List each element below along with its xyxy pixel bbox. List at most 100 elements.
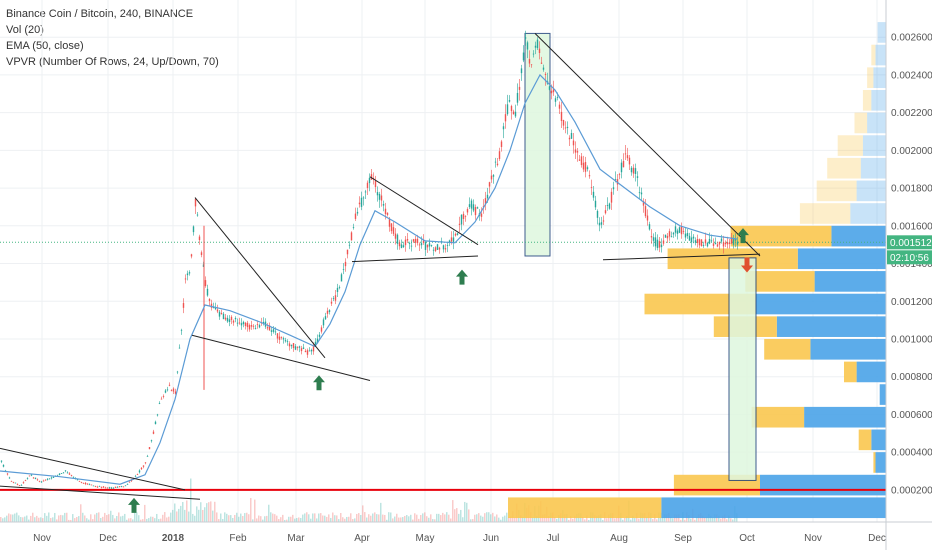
- volume-bar: [106, 515, 108, 522]
- volume-bar: [374, 512, 376, 522]
- candle-body: [298, 346, 301, 348]
- candle-body: [136, 474, 139, 475]
- vpvr-down-bar: [856, 180, 886, 202]
- volume-bar: [12, 514, 14, 522]
- x-tick-label: Oct: [739, 533, 755, 544]
- volume-bar: [482, 516, 484, 522]
- volume-bar: [288, 516, 290, 522]
- vpvr-down-bar: [879, 384, 886, 405]
- candle-body: [612, 187, 615, 190]
- volume-bar: [74, 518, 76, 522]
- volume-bar: [438, 513, 440, 522]
- volume-bar: [502, 516, 504, 522]
- candle-body: [566, 126, 569, 128]
- candle-body: [456, 233, 459, 236]
- candle-body: [660, 244, 663, 248]
- highlight-box: [728, 257, 757, 481]
- candle-body: [378, 193, 381, 200]
- candle-body: [332, 298, 335, 299]
- volume-bar: [488, 512, 490, 522]
- volume-bar: [504, 515, 506, 522]
- volume-bar: [408, 516, 410, 522]
- volume-bar: [90, 514, 92, 522]
- volume-bar: [314, 513, 316, 522]
- candle-body: [16, 483, 19, 485]
- candle-body: [310, 349, 313, 352]
- volume-bar: [340, 513, 342, 522]
- candle-body: [736, 241, 739, 245]
- volume-bar: [514, 517, 516, 522]
- volume-bar: [88, 519, 90, 522]
- candle-body: [206, 288, 209, 296]
- candle-body: [722, 242, 725, 247]
- volume-bar: [150, 516, 152, 522]
- volume-bar: [710, 515, 712, 522]
- vpvr-up-bar: [871, 44, 876, 66]
- volume-bar: [286, 519, 288, 522]
- candle-body: [636, 176, 639, 178]
- candle-body: [304, 350, 307, 353]
- volume-bar: [390, 512, 392, 522]
- volume-bar: [348, 516, 350, 522]
- volume-bar: [162, 514, 164, 522]
- volume-bar: [458, 513, 460, 522]
- candle-body: [454, 233, 457, 236]
- candle-body: [480, 213, 483, 217]
- trendline: [534, 33, 761, 257]
- volume-bar: [296, 518, 298, 522]
- candle-body: [568, 137, 571, 140]
- volume-bar: [422, 513, 424, 522]
- candle-body: [34, 477, 37, 479]
- volume-bar: [300, 517, 302, 522]
- candle-body: [82, 482, 85, 484]
- candle-body: [330, 301, 333, 304]
- volume-bar: [486, 512, 488, 522]
- candle-body: [542, 67, 545, 70]
- candle-body: [524, 37, 527, 39]
- vpvr-up-bar: [816, 180, 857, 202]
- volume-bar: [268, 504, 270, 522]
- vpvr-down-bar: [831, 225, 886, 247]
- candle-body: [48, 478, 51, 480]
- volume-bar: [248, 514, 250, 522]
- candle-body: [406, 238, 409, 241]
- candle-body: [732, 239, 735, 245]
- volume-bar: [726, 519, 728, 522]
- volume-bar: [252, 519, 254, 522]
- volume-bar: [22, 517, 24, 522]
- volume-bar: [480, 515, 482, 522]
- volume-bar: [646, 517, 648, 522]
- trendline: [191, 334, 371, 381]
- volume-bar: [122, 515, 124, 522]
- volume-bar: [250, 498, 252, 522]
- candle-body: [352, 227, 355, 228]
- candle-body: [108, 487, 111, 489]
- volume-bar: [384, 514, 386, 522]
- candle-body: [436, 244, 439, 250]
- arrow-up-icon: [128, 497, 140, 513]
- candle-body: [482, 205, 485, 207]
- candle-body: [176, 371, 179, 373]
- volume-bar: [126, 519, 128, 522]
- candle-body: [208, 299, 211, 301]
- candle-body: [464, 215, 467, 217]
- chart-legend: Binance Coin / Bitcoin, 240, BINANCE Vol…: [6, 6, 219, 70]
- volume-bar: [554, 516, 556, 522]
- volume-bar: [656, 519, 658, 522]
- candle-body: [336, 287, 339, 292]
- candle-body: [188, 272, 191, 274]
- candle-body: [146, 455, 149, 457]
- candle-body: [364, 191, 367, 193]
- candle-body: [488, 182, 491, 187]
- candle-body: [142, 465, 145, 467]
- volume-bar: [294, 518, 296, 522]
- candle-body: [528, 59, 531, 64]
- candle-body: [498, 151, 501, 159]
- candle-body: [166, 389, 169, 391]
- candle-body: [36, 479, 39, 481]
- volume-bar: [42, 518, 44, 522]
- volume-bar: [192, 513, 194, 522]
- vpvr-up-bar: [858, 429, 872, 451]
